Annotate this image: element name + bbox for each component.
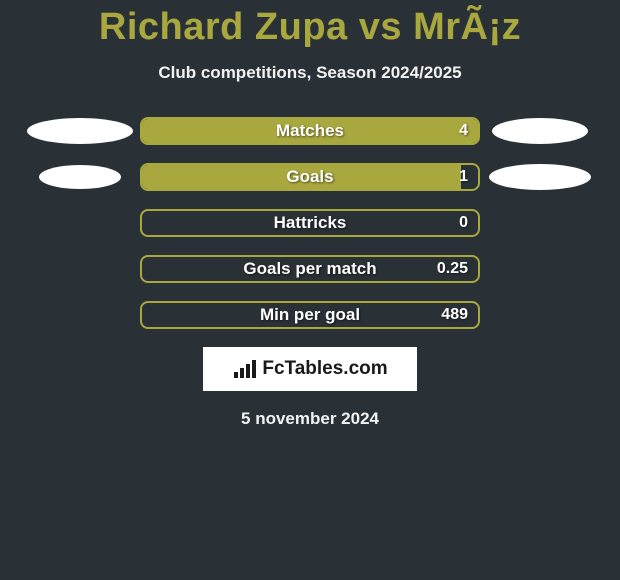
stat-row: Matches 4 xyxy=(0,117,620,145)
bar-track: Min per goal 489 xyxy=(140,301,480,329)
bar-value: 4 xyxy=(459,122,468,140)
page-title: Richard Zupa vs MrÃ¡z xyxy=(0,0,620,49)
bar-track: Goals per match 0.25 xyxy=(140,255,480,283)
date: 5 november 2024 xyxy=(0,409,620,429)
bars-icon xyxy=(232,358,258,380)
bar-label: Goals per match xyxy=(142,259,478,279)
left-ellipse xyxy=(39,165,121,189)
stat-row: Min per goal 489 xyxy=(0,301,620,329)
bar-label: Matches xyxy=(142,121,478,141)
stat-row: Goals per match 0.25 xyxy=(0,255,620,283)
stat-row: Hattricks 0 xyxy=(0,209,620,237)
bar-label: Goals xyxy=(142,167,478,187)
stat-row: Goals 1 xyxy=(0,163,620,191)
subtitle: Club competitions, Season 2024/2025 xyxy=(0,63,620,83)
left-side xyxy=(20,165,140,189)
bar-label: Hattricks xyxy=(142,213,478,233)
bar-value: 489 xyxy=(441,306,468,324)
bar-track: Matches 4 xyxy=(140,117,480,145)
bar-track: Hattricks 0 xyxy=(140,209,480,237)
logo-box: FcTables.com xyxy=(203,347,417,391)
bar-value: 0.25 xyxy=(437,260,468,278)
logo-text: FcTables.com xyxy=(262,358,387,380)
bar-value: 1 xyxy=(459,168,468,186)
bar-value: 0 xyxy=(459,214,468,232)
bar-track: Goals 1 xyxy=(140,163,480,191)
right-ellipse xyxy=(489,164,591,190)
right-ellipse xyxy=(492,118,588,144)
left-side xyxy=(20,118,140,144)
left-ellipse xyxy=(27,118,133,144)
stat-rows: Matches 4 Goals 1 Hattricks 0 xyxy=(0,117,620,329)
right-side xyxy=(480,164,600,190)
right-side xyxy=(480,118,600,144)
bar-label: Min per goal xyxy=(142,305,478,325)
